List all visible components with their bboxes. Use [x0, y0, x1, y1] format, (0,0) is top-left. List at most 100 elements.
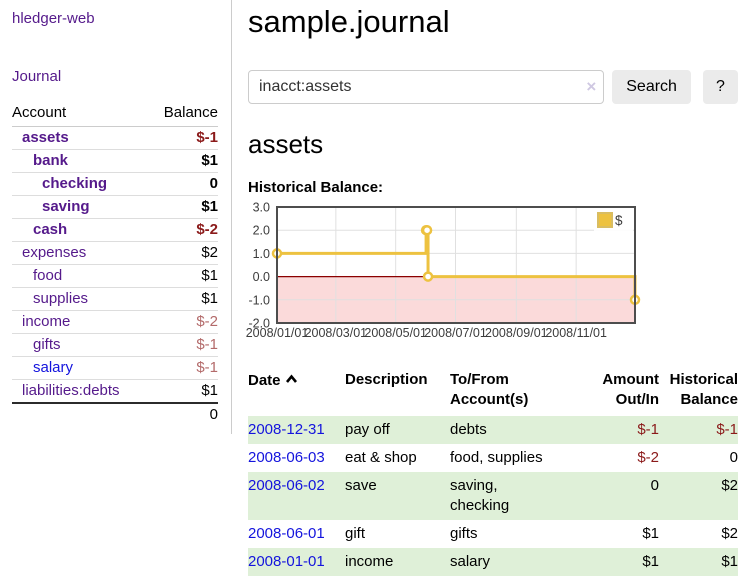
- balance-chart-container: 3.0 2.0 1.0 0.0 -1.0 -2.0 2008/01/01 2008/03/01…: [245, 201, 738, 349]
- account-link-salary[interactable]: salary: [33, 359, 74, 376]
- account-link-bank[interactable]: bank: [33, 152, 69, 169]
- svg-text:1.0: 1.0: [253, 247, 270, 261]
- account-row: gifts $-1: [12, 333, 218, 357]
- svg-text:$: $: [615, 213, 623, 228]
- balance-chart: 3.0 2.0 1.0 0.0 -1.0 -2.02008/01/012008/03/01…: [246, 201, 641, 340]
- account-link-expenses[interactable]: expenses: [22, 244, 87, 261]
- register-header-accounts: To/From Account(s): [450, 371, 529, 408]
- account-balance: $2: [148, 241, 218, 265]
- transaction-row: 2008-12-31 pay off debts $-1 $-1: [248, 416, 738, 444]
- register-header-amount: Amount Out/In: [602, 371, 659, 408]
- transaction-accounts: food, supplies: [450, 449, 543, 466]
- accounts-total-row: 0: [12, 402, 218, 426]
- svg-text:2008/01/01: 2008/01/01: [246, 326, 309, 340]
- svg-text:3.0: 3.0: [253, 201, 270, 215]
- transaction-amount: $-2: [637, 449, 659, 466]
- transaction-row: 2008-06-03 eat & shop food, supplies $-2…: [248, 444, 738, 472]
- transaction-amount: $1: [642, 525, 659, 542]
- transaction-date-link[interactable]: 2008-01-01: [248, 553, 325, 570]
- help-button[interactable]: ?: [702, 70, 738, 104]
- account-row: liabilities:debts $1: [12, 379, 218, 404]
- account-balance: $-2: [148, 310, 218, 334]
- transaction-balance: 0: [729, 449, 738, 466]
- transaction-row: 2008-01-01 income salary $1 $1: [248, 548, 738, 576]
- account-row: checking 0: [12, 172, 218, 196]
- transaction-amount: $1: [642, 553, 659, 570]
- transaction-description: save: [345, 477, 377, 494]
- account-row: saving $1: [12, 195, 218, 219]
- app-brand: hledger-web: [12, 10, 218, 28]
- transaction-date-link[interactable]: 2008-12-31: [248, 421, 325, 438]
- transaction-accounts: gifts: [450, 525, 478, 542]
- brand-link[interactable]: hledger-web: [12, 10, 95, 27]
- sort-asc-icon: [285, 370, 298, 390]
- account-link-income[interactable]: income: [22, 313, 71, 330]
- svg-text:0.0: 0.0: [253, 270, 270, 284]
- transaction-date-link[interactable]: 2008-06-01: [248, 525, 325, 542]
- transaction-accounts: salary: [450, 553, 491, 570]
- account-balance: $1: [148, 264, 218, 288]
- search-button[interactable]: Search: [612, 70, 691, 104]
- chart-title: Historical Balance:: [248, 179, 384, 196]
- register-header-date[interactable]: Date: [248, 368, 345, 416]
- transaction-date-link[interactable]: 2008-06-02: [248, 477, 325, 494]
- transaction-amount: 0: [650, 477, 659, 494]
- account-balance: 0: [148, 172, 218, 196]
- accounts-header-balance: Balance: [148, 101, 218, 127]
- clear-search-icon[interactable]: ×: [586, 77, 597, 96]
- account-row: assets $-1: [12, 126, 218, 150]
- svg-text:2008/11/01: 2008/11/01: [545, 326, 607, 340]
- transaction-description: eat & shop: [345, 449, 417, 466]
- register-heading: assets: [248, 129, 324, 159]
- account-balance: $-1: [148, 333, 218, 357]
- journal-link[interactable]: Journal: [12, 68, 62, 85]
- account-link-supplies[interactable]: supplies: [33, 290, 89, 307]
- transaction-description: gift: [345, 525, 366, 542]
- transaction-description: pay off: [345, 421, 390, 438]
- account-link-assets[interactable]: assets: [22, 129, 69, 146]
- account-row: salary $-1: [12, 356, 218, 380]
- register-table: Date Description To/From Account(s) Amou…: [248, 368, 738, 576]
- svg-text:2008/07/01: 2008/07/01: [424, 326, 487, 340]
- account-balance: $-1: [148, 356, 218, 380]
- main-content: sample.journal × Search ? assets Histori…: [245, 0, 738, 576]
- nav-journal: Journal: [12, 68, 218, 86]
- register-header-description: Description: [345, 371, 428, 388]
- sidebar: hledger-web Journal Account Balance asse…: [0, 0, 232, 434]
- account-row: bank $1: [12, 149, 218, 173]
- search-form: × Search ?: [248, 70, 738, 104]
- account-row: cash $-2: [12, 218, 218, 242]
- transaction-amount: $-1: [637, 421, 659, 438]
- account-link-liabilities-debts[interactable]: liabilities:debts: [22, 382, 120, 399]
- register-header-balance: Historical Balance: [669, 371, 738, 408]
- accounts-total-value: 0: [148, 402, 218, 426]
- transaction-balance: $-1: [716, 421, 738, 438]
- search-input[interactable]: [248, 70, 605, 104]
- account-link-food[interactable]: food: [33, 267, 63, 284]
- transaction-balance: $2: [721, 477, 738, 494]
- account-balance: $1: [148, 149, 218, 173]
- transaction-row: 2008-06-01 gift gifts $1 $2: [248, 520, 738, 548]
- account-row: income $-2: [12, 310, 218, 334]
- accounts-table: Account Balance assets $-1 bank $1 check…: [12, 101, 218, 426]
- account-link-gifts[interactable]: gifts: [33, 336, 61, 353]
- transaction-accounts: debts: [450, 421, 487, 438]
- account-balance: $-1: [148, 126, 218, 150]
- account-link-saving[interactable]: saving: [42, 198, 90, 215]
- account-balance: $-2: [148, 218, 218, 242]
- account-balance: $1: [148, 379, 218, 404]
- svg-text:2.0: 2.0: [253, 224, 270, 238]
- page-title: sample.journal: [248, 4, 450, 39]
- account-link-cash[interactable]: cash: [33, 221, 68, 238]
- transaction-balance: $1: [721, 553, 738, 570]
- svg-text:2008/05/01: 2008/05/01: [364, 326, 427, 340]
- svg-text:2008/09/01: 2008/09/01: [485, 326, 548, 340]
- transaction-date-link[interactable]: 2008-06-03: [248, 449, 325, 466]
- svg-text:-2.0: -2.0: [248, 317, 270, 331]
- svg-text:-1.0: -1.0: [248, 293, 270, 307]
- transaction-accounts: saving, checking: [450, 477, 510, 514]
- account-link-checking[interactable]: checking: [42, 175, 108, 192]
- svg-text:2008/03/01: 2008/03/01: [305, 326, 368, 340]
- account-row: food $1: [12, 264, 218, 288]
- transaction-row: 2008-06-02 save saving, checking 0 $2: [248, 472, 738, 520]
